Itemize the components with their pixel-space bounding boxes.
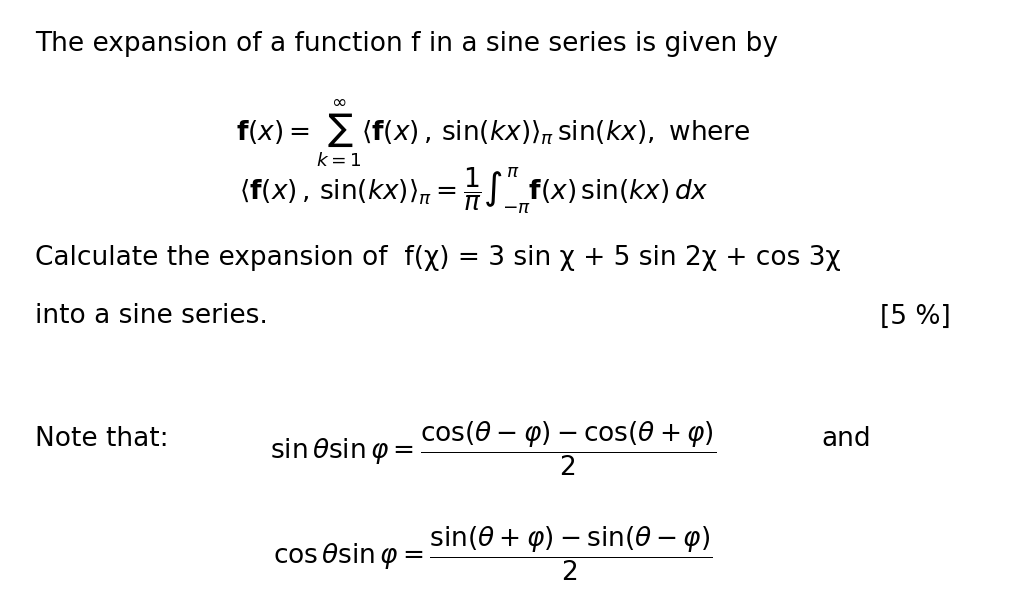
Text: [5 %]: [5 %] [881,304,951,330]
Text: The expansion of a function f in a sine series is given by: The expansion of a function f in a sine … [36,31,778,57]
Text: Calculate the expansion of  f(χ) = 3 sin χ + 5 sin 2χ + cos 3χ: Calculate the expansion of f(χ) = 3 sin … [36,245,842,271]
Text: $\mathbf{f}(\mathit{x}) = \sum_{k=1}^{\infty}\langle \mathbf{f}(\mathit{x})\,,\,: $\mathbf{f}(\mathit{x}) = \sum_{k=1}^{\i… [236,97,751,169]
Text: $\cos\theta\sin\varphi = \dfrac{\sin(\theta+\varphi)-\sin(\theta-\varphi)}{2}$: $\cos\theta\sin\varphi = \dfrac{\sin(\th… [273,525,713,583]
Text: and: and [821,426,870,452]
Text: $\langle \mathbf{f}(\mathit{x})\,,\,\sin(\mathit{kx})\rangle_{\pi} = \dfrac{1}{\: $\langle \mathbf{f}(\mathit{x})\,,\,\sin… [239,166,709,216]
Text: into a sine series.: into a sine series. [36,304,268,330]
Text: Note that:: Note that: [36,426,169,452]
Text: $\sin\theta\sin\varphi = \dfrac{\cos(\theta-\varphi)-\cos(\theta+\varphi)}{2}$: $\sin\theta\sin\varphi = \dfrac{\cos(\th… [270,420,717,478]
